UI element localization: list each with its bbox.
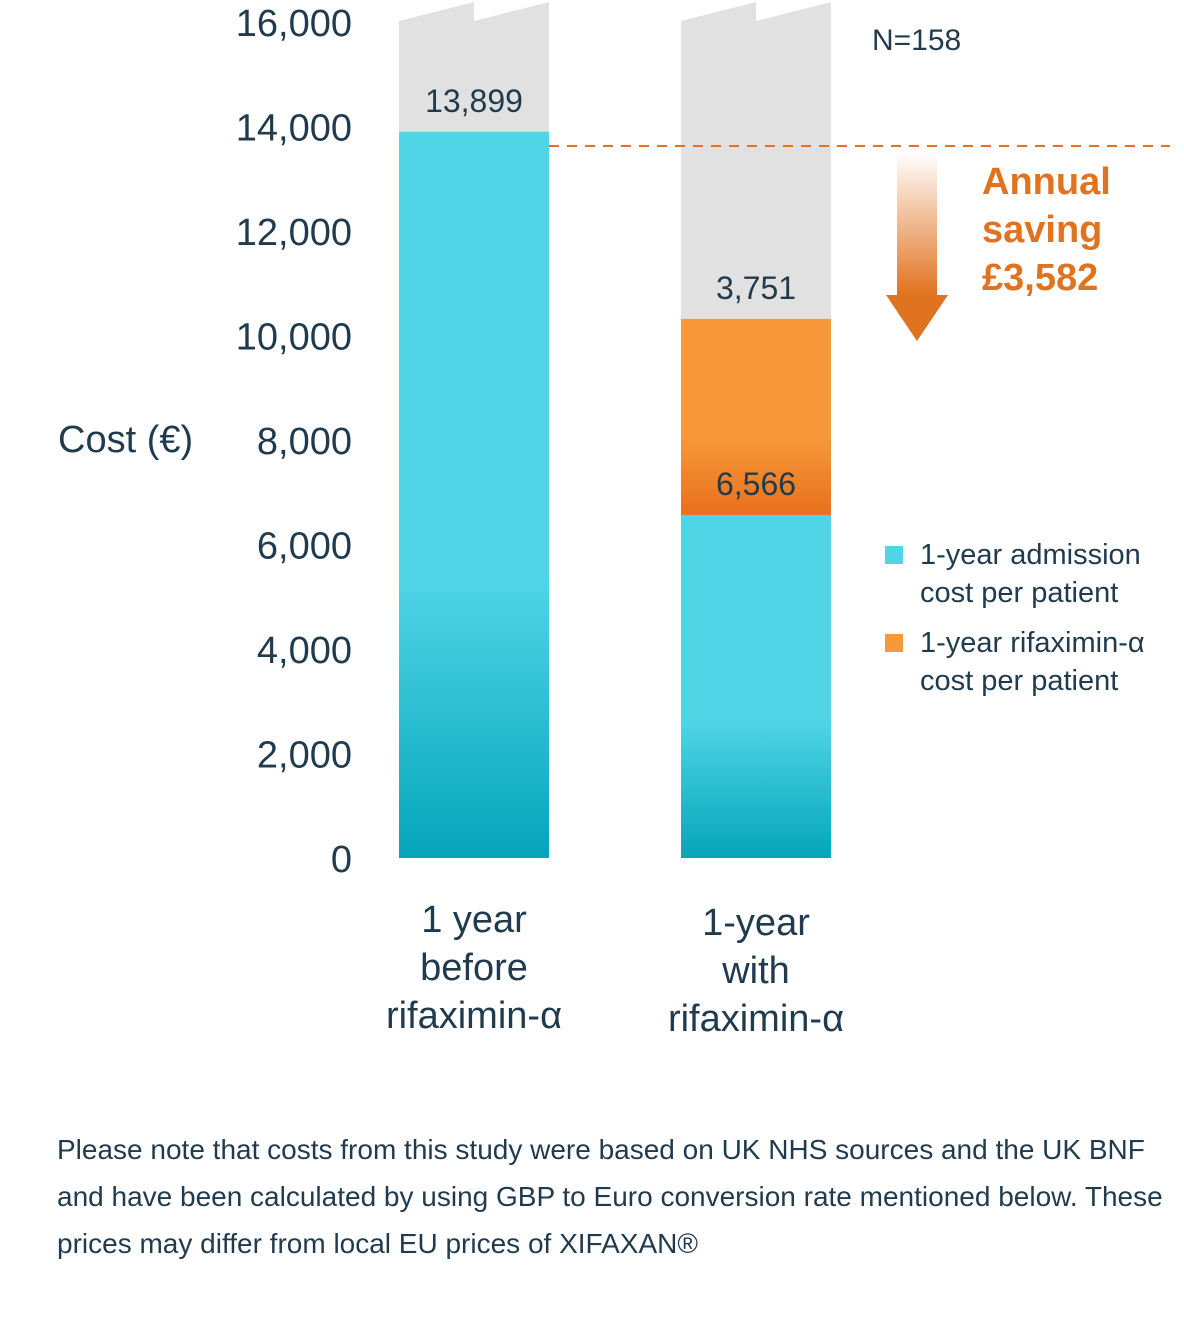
n-label: N=158 [872, 24, 961, 57]
data-label: 6,566 [716, 466, 796, 502]
y-tick-label: 4,000 [257, 630, 352, 672]
legend-label-rifaximin: 1-year rifaximin-α cost per patient [920, 627, 1145, 697]
legend-item-admission: 1-year admission cost per patient [885, 536, 1175, 612]
category-label: 1-year with rifaximin-α [668, 902, 844, 1040]
legend-item-rifaximin: 1-year rifaximin-α cost per patient [885, 624, 1175, 700]
bar-admission-cost [399, 131, 549, 859]
y-axis-label: Cost (€) [58, 419, 193, 461]
category-label: 1 year before rifaximin-α [386, 899, 562, 1037]
legend-swatch-admission [885, 546, 903, 564]
y-tick-label: 12,000 [236, 212, 352, 254]
y-tick-label: 16,000 [236, 3, 352, 45]
bar-rifaximin-cost [681, 318, 831, 515]
chart-legend: 1-year admission cost per patient 1-year… [885, 536, 1175, 712]
y-tick-label: 6,000 [257, 526, 352, 568]
footnote: Please note that costs from this study w… [57, 1134, 1163, 1259]
y-tick-label: 14,000 [236, 108, 352, 150]
data-label: 13,899 [425, 83, 523, 119]
y-tick-label: 2,000 [257, 735, 352, 777]
saving-arrow-icon [886, 153, 948, 341]
cost-chart: 0 2,000 4,000 6,000 8,000 10,000 12,000 14,000 1… [58, 2, 1170, 1040]
legend-label-admission: 1-year admission cost per patient [920, 539, 1141, 609]
annual-saving-annotation: Annual saving £3,582 [982, 161, 1111, 299]
y-tick-label: 10,000 [236, 317, 352, 359]
legend-swatch-rifaximin [885, 634, 903, 652]
y-tick-label: 8,000 [257, 421, 352, 463]
data-label: 3,751 [716, 270, 796, 306]
bar-admission-cost [681, 514, 831, 858]
y-tick-label: 0 [331, 839, 352, 881]
